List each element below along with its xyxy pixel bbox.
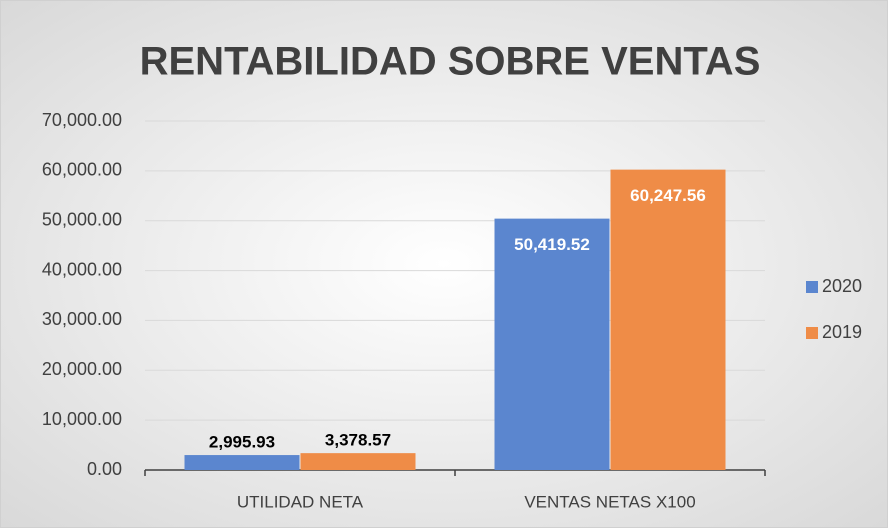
y-tick-label: 30,000.00 — [42, 309, 122, 329]
x-tick-label: UTILIDAD NETA — [237, 492, 364, 511]
y-tick-label: 60,000.00 — [42, 160, 122, 180]
y-tick-label: 50,000.00 — [42, 209, 122, 229]
data-label: 2,995.93 — [209, 433, 275, 452]
y-tick-label: 20,000.00 — [42, 359, 122, 379]
y-tick-label: 70,000.00 — [42, 110, 122, 130]
data-label: 50,419.52 — [514, 235, 590, 254]
bar — [494, 218, 610, 470]
bar — [300, 453, 416, 470]
data-label: 60,247.56 — [630, 186, 706, 205]
legend-label: 2020 — [822, 276, 862, 296]
y-tick-label: 40,000.00 — [42, 259, 122, 279]
legend-swatch — [806, 281, 818, 293]
y-tick-label: 0.00 — [87, 459, 122, 479]
legend-label: 2019 — [822, 322, 862, 342]
chart-title: RENTABILIDAD SOBRE VENTAS — [140, 40, 761, 84]
legend-swatch — [806, 327, 818, 339]
data-label: 3,378.57 — [325, 431, 391, 450]
bar — [610, 169, 726, 471]
y-tick-label: 10,000.00 — [42, 409, 122, 429]
bar — [184, 455, 300, 470]
x-tick-label: VENTAS NETAS X100 — [524, 492, 695, 511]
